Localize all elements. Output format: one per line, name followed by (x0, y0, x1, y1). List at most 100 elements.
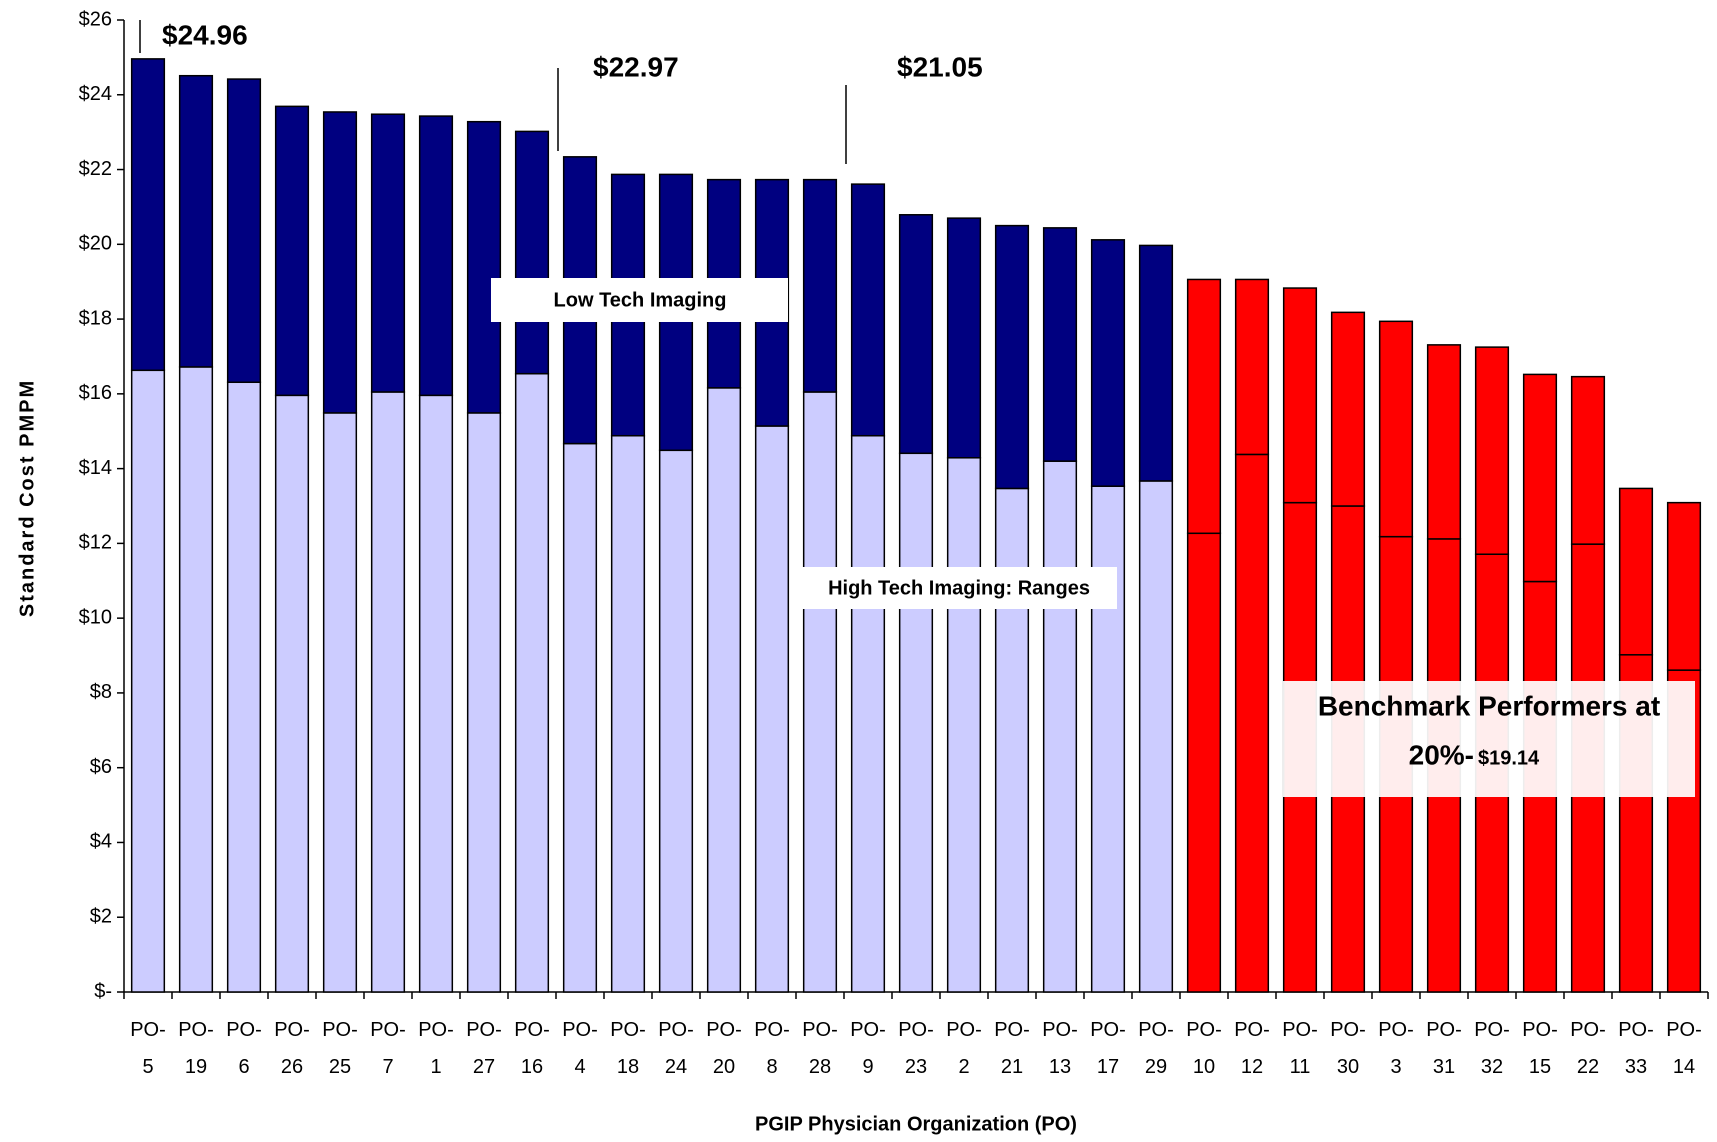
x-tick-label-line: PO- (946, 1019, 982, 1041)
x-tick-label-line: PO- (1570, 1019, 1606, 1041)
x-tick-label-line: PO- (130, 1019, 166, 1041)
x-tick-label-line: 12 (1241, 1056, 1263, 1078)
bar-segment (418, 394, 454, 993)
bar-segment (1666, 501, 1702, 671)
x-tick-label: PO- 10 (1186, 1019, 1222, 1078)
x-axis-label: PGIP Physician Organization (PO) (755, 1113, 1077, 1135)
bar-segment (274, 105, 310, 397)
bar-segment (1282, 287, 1318, 504)
x-tick-label-line: 31 (1433, 1056, 1455, 1078)
bar-segment (658, 449, 694, 993)
x-tick-label: PO- 1 (418, 1019, 454, 1078)
bar-segment (898, 214, 934, 455)
bar-segment (514, 130, 550, 375)
x-tick-label-line: 24 (665, 1056, 687, 1078)
x-tick-label: PO- 22 (1570, 1019, 1606, 1078)
x-tick-label-line: PO- (1666, 1019, 1702, 1041)
x-tick-label-line: PO- (706, 1019, 742, 1041)
x-tick-label: PO- 26 (274, 1019, 310, 1078)
series-label: High Tech Imaging: Ranges (828, 577, 1090, 599)
x-tick-label-line: PO- (898, 1019, 934, 1041)
x-tick-label-line: 14 (1673, 1056, 1695, 1078)
y-tick-label: $12 (79, 532, 112, 554)
annotation: Benchmark Performers at (1318, 690, 1660, 721)
x-tick-label-line: PO- (1186, 1019, 1222, 1041)
x-tick-label-line: 20 (713, 1056, 735, 1078)
x-tick-label: PO- 8 (754, 1019, 790, 1078)
bar-segment (1234, 278, 1270, 456)
bar-segment (1234, 453, 1270, 993)
series-label: Low Tech Imaging (554, 289, 727, 311)
x-tick-label: PO- 16 (514, 1019, 550, 1078)
x-tick-label-line: PO- (1090, 1019, 1126, 1041)
x-tick-label-line: PO- (1138, 1019, 1174, 1041)
bar-segment (370, 113, 406, 393)
annotation: $22.97 (593, 51, 679, 82)
x-tick-label-line: PO- (274, 1019, 310, 1041)
y-tick-label: $26 (79, 8, 112, 30)
bar-segment (1042, 460, 1078, 993)
x-tick-label: PO- 20 (706, 1019, 742, 1078)
bar-segment (514, 372, 550, 993)
y-axis-label: Standard Cost PMPM (16, 379, 38, 617)
bar-segment (802, 178, 838, 393)
x-tick-label: PO- 30 (1330, 1019, 1366, 1078)
bar-segment (1522, 373, 1558, 583)
bar-segment (130, 369, 166, 993)
bar-segment (610, 434, 646, 993)
x-tick-label: PO- 19 (178, 1019, 214, 1078)
bar-segment (1042, 227, 1078, 462)
x-tick-label: PO- 14 (1666, 1019, 1702, 1078)
label-box (491, 278, 788, 322)
bar-segment (370, 391, 406, 993)
x-tick-label-line: PO- (1330, 1019, 1366, 1041)
x-tick-label: PO- 7 (370, 1019, 406, 1078)
bar-segment (1330, 311, 1366, 507)
bar-segment (130, 58, 166, 372)
y-tick-label: $- (94, 980, 112, 1002)
bar-segment (850, 434, 886, 993)
bar-segment (706, 387, 742, 993)
bar-segment (322, 111, 358, 414)
bar-segment (226, 381, 262, 993)
x-tick-label: PO- 21 (994, 1019, 1030, 1078)
x-tick-label: PO- 32 (1474, 1019, 1510, 1078)
x-tick-label-line: PO- (466, 1019, 502, 1041)
x-tick-label-line: 9 (862, 1056, 873, 1078)
x-tick-label: PO- 6 (226, 1019, 262, 1078)
x-tick-label: PO- 27 (466, 1019, 502, 1078)
x-tick-label-line: PO- (802, 1019, 838, 1041)
x-tick-label-line: PO- (178, 1019, 214, 1041)
label-box (802, 567, 1117, 609)
bar-segment (754, 425, 790, 993)
y-tick-label: $4 (90, 831, 112, 853)
x-tick-label-line: 11 (1290, 1056, 1311, 1078)
y-tick-label: $10 (79, 606, 112, 628)
x-tick-label-line: PO- (1234, 1019, 1270, 1041)
x-tick-label-line: 7 (382, 1056, 393, 1078)
x-tick-label-line: 2 (958, 1056, 969, 1078)
bar-segment (946, 217, 982, 459)
x-tick-label-line: PO- (658, 1019, 694, 1041)
x-tick-label-line: 1 (430, 1056, 441, 1078)
bar-segment (994, 224, 1030, 490)
x-tick-label-line: 26 (281, 1056, 303, 1078)
x-tick-label-line: 10 (1193, 1056, 1215, 1078)
y-tick-label: $22 (79, 158, 112, 180)
y-tick-label: $14 (79, 457, 112, 479)
bar-segment (1426, 344, 1462, 540)
x-tick-label-line: PO- (850, 1019, 886, 1041)
x-tick-label-line: 25 (329, 1056, 351, 1078)
x-tick-label-line: 23 (905, 1056, 927, 1078)
annotation: $19.14 (1478, 747, 1540, 769)
x-tick-label-line: 6 (238, 1056, 249, 1078)
x-tick-label-line: PO- (370, 1019, 406, 1041)
x-tick-label: PO- 5 (130, 1019, 166, 1078)
x-tick-label: PO- 25 (322, 1019, 358, 1078)
x-tick-label: PO- 12 (1234, 1019, 1270, 1078)
annotation-box (1283, 681, 1695, 797)
x-tick-label-line: PO- (226, 1019, 262, 1041)
x-tick-label-line: 30 (1337, 1056, 1359, 1078)
